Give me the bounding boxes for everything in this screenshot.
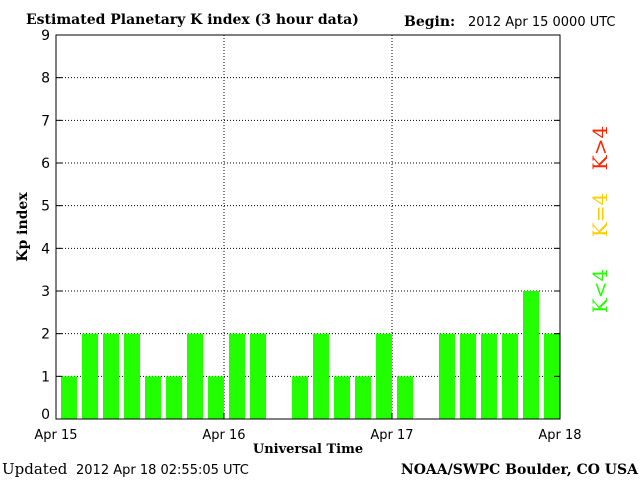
y-tick-label: 1 (41, 369, 50, 385)
kp-bar (439, 333, 455, 419)
x-tick-label: Apr 17 (370, 428, 413, 443)
kp-bar (124, 333, 140, 419)
kp-bar (523, 291, 539, 419)
legend-high: K>4 (588, 126, 612, 170)
kp-bar (544, 333, 560, 419)
kp-bar (397, 376, 413, 419)
kp-bar (250, 333, 266, 419)
kp-bar (61, 376, 77, 419)
y-tick-label: 5 (41, 199, 50, 215)
begin-label: Begin: (404, 14, 455, 30)
x-tick-label: Apr 16 (202, 428, 245, 443)
chart-title: Estimated Planetary K index (3 hour data… (26, 12, 359, 28)
kp-bar (502, 333, 518, 419)
y-tick-label: 7 (41, 113, 50, 129)
begin-value: 2012 Apr 15 0000 UTC (468, 15, 616, 30)
y-tick-label: 9 (41, 28, 50, 44)
legend-mid: K=4 (588, 193, 612, 237)
source-credit: NOAA/SWPC Boulder, CO USA (401, 462, 639, 478)
kp-bar (334, 376, 350, 419)
kp-bar (376, 333, 392, 419)
kp-bar (208, 376, 224, 419)
y-tick-label: 6 (41, 156, 50, 172)
y-tick-label: 2 (41, 327, 50, 343)
y-tick-label: 4 (41, 241, 50, 257)
x-tick-label: Apr 15 (34, 428, 77, 443)
kp-bar (481, 333, 497, 419)
kp-bar (313, 333, 329, 419)
bar-group (61, 291, 560, 419)
legend-low: K<4 (588, 269, 612, 313)
kp-bar (187, 333, 203, 419)
kp-bar (355, 376, 371, 419)
updated-value: 2012 Apr 18 02:55:05 UTC (76, 463, 249, 478)
y-tick-label: 8 (41, 71, 50, 87)
kp-bar (292, 376, 308, 419)
y-tick-label: 3 (41, 284, 50, 300)
x-tick-label: Apr 18 (538, 428, 581, 443)
kp-bar (82, 333, 98, 419)
updated-label: Updated (2, 460, 68, 478)
kp-bar (103, 333, 119, 419)
x-axis-label: Universal Time (253, 442, 363, 457)
kp-bar (166, 376, 182, 419)
y-axis-label: Kp index (15, 192, 31, 262)
kp-bar (460, 333, 476, 419)
y-tick-label: 0 (41, 407, 50, 423)
kp-bar (229, 333, 245, 419)
plot-frame (55, 34, 561, 420)
x-tick-group: Apr 15 Apr 16 Apr 17 Apr 18 (34, 413, 582, 443)
kp-bar (145, 376, 161, 419)
